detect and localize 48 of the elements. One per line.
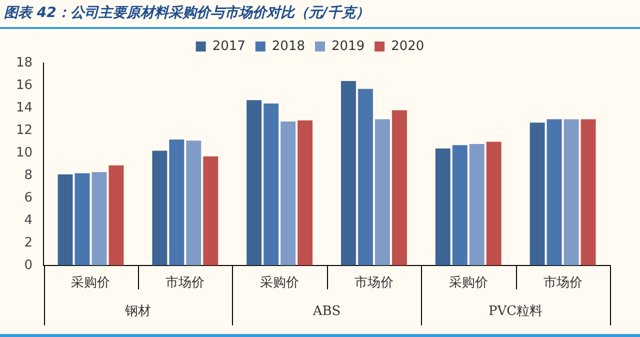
bar <box>169 139 184 266</box>
y-tick-label: 10 <box>16 145 33 160</box>
bar <box>374 119 390 266</box>
chart-title: 图表 42：公司主要原材料采购价与市场价对比（元/千克） <box>4 4 370 22</box>
bar <box>392 110 407 266</box>
text: PVC粒料 <box>488 304 543 319</box>
y-tick-label: 12 <box>16 122 33 138</box>
bar <box>264 103 279 266</box>
y-tick-label: 4 <box>24 212 33 228</box>
x-tick-label: 采购价 <box>448 276 488 291</box>
bar <box>580 119 596 266</box>
bar <box>358 88 373 266</box>
text: ABS <box>312 304 341 319</box>
bar <box>58 174 73 266</box>
bar <box>203 156 218 266</box>
x-tick-label: 市场价 <box>166 276 205 291</box>
bar <box>564 119 579 266</box>
bar <box>546 119 562 266</box>
bar <box>92 172 107 266</box>
bar <box>108 165 124 266</box>
y-tick-label: 6 <box>24 190 33 206</box>
bar <box>152 150 168 266</box>
bar <box>280 121 296 266</box>
y-tick-label: 16 <box>16 78 33 93</box>
bar <box>298 120 313 266</box>
bar <box>341 80 356 266</box>
bar <box>530 122 545 266</box>
y-tick-label: 2 <box>24 235 33 250</box>
legend-label: 2017 <box>212 38 246 54</box>
bar <box>486 142 502 266</box>
bar <box>246 100 262 266</box>
bar <box>74 173 90 266</box>
bar <box>469 144 484 266</box>
y-tick-label: 8 <box>24 168 33 183</box>
legend-label: 2018 <box>272 38 306 54</box>
legend-label: 2019 <box>332 38 365 54</box>
y-tick-label: 0 <box>24 258 33 273</box>
legend-label: 2020 <box>391 38 424 54</box>
x-tick-label: 采购价 <box>260 276 300 291</box>
text: 钢材 <box>124 304 151 319</box>
bar <box>452 145 468 266</box>
y-tick-label: 14 <box>16 100 33 116</box>
bar <box>186 140 202 266</box>
x-tick-label: 市场价 <box>543 276 582 291</box>
x-tick-label: 采购价 <box>71 276 110 291</box>
x-tick-label: 市场价 <box>354 276 394 291</box>
y-tick-label: 18 <box>16 55 33 70</box>
bar <box>435 148 450 266</box>
